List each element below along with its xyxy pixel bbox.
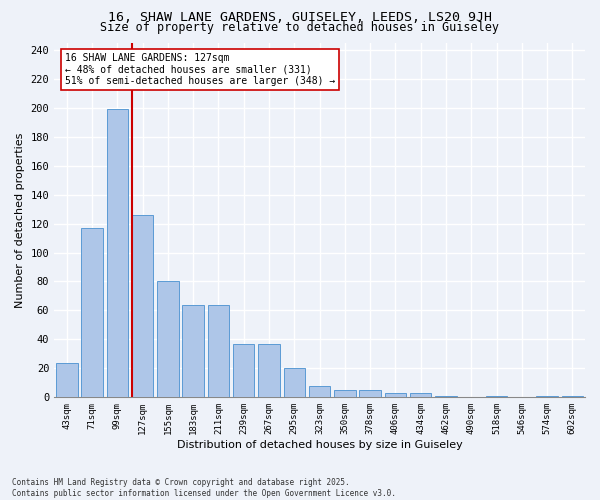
Text: 16 SHAW LANE GARDENS: 127sqm
← 48% of detached houses are smaller (331)
51% of s: 16 SHAW LANE GARDENS: 127sqm ← 48% of de…: [65, 53, 335, 86]
Bar: [309, 386, 331, 398]
Bar: [536, 396, 558, 398]
Text: Contains HM Land Registry data © Crown copyright and database right 2025.
Contai: Contains HM Land Registry data © Crown c…: [12, 478, 396, 498]
Bar: [385, 393, 406, 398]
Bar: [359, 390, 381, 398]
Y-axis label: Number of detached properties: Number of detached properties: [15, 132, 25, 308]
Bar: [486, 396, 507, 398]
Bar: [258, 344, 280, 398]
Bar: [233, 344, 254, 398]
Bar: [82, 228, 103, 398]
Bar: [107, 109, 128, 398]
Bar: [157, 282, 179, 398]
Bar: [208, 304, 229, 398]
Bar: [284, 368, 305, 398]
Text: 16, SHAW LANE GARDENS, GUISELEY, LEEDS, LS20 9JH: 16, SHAW LANE GARDENS, GUISELEY, LEEDS, …: [108, 11, 492, 24]
Bar: [132, 215, 154, 398]
Text: Size of property relative to detached houses in Guiseley: Size of property relative to detached ho…: [101, 22, 499, 35]
Bar: [410, 393, 431, 398]
X-axis label: Distribution of detached houses by size in Guiseley: Distribution of detached houses by size …: [177, 440, 463, 450]
Bar: [56, 362, 77, 398]
Bar: [435, 396, 457, 398]
Bar: [182, 304, 204, 398]
Bar: [562, 396, 583, 398]
Bar: [334, 390, 356, 398]
